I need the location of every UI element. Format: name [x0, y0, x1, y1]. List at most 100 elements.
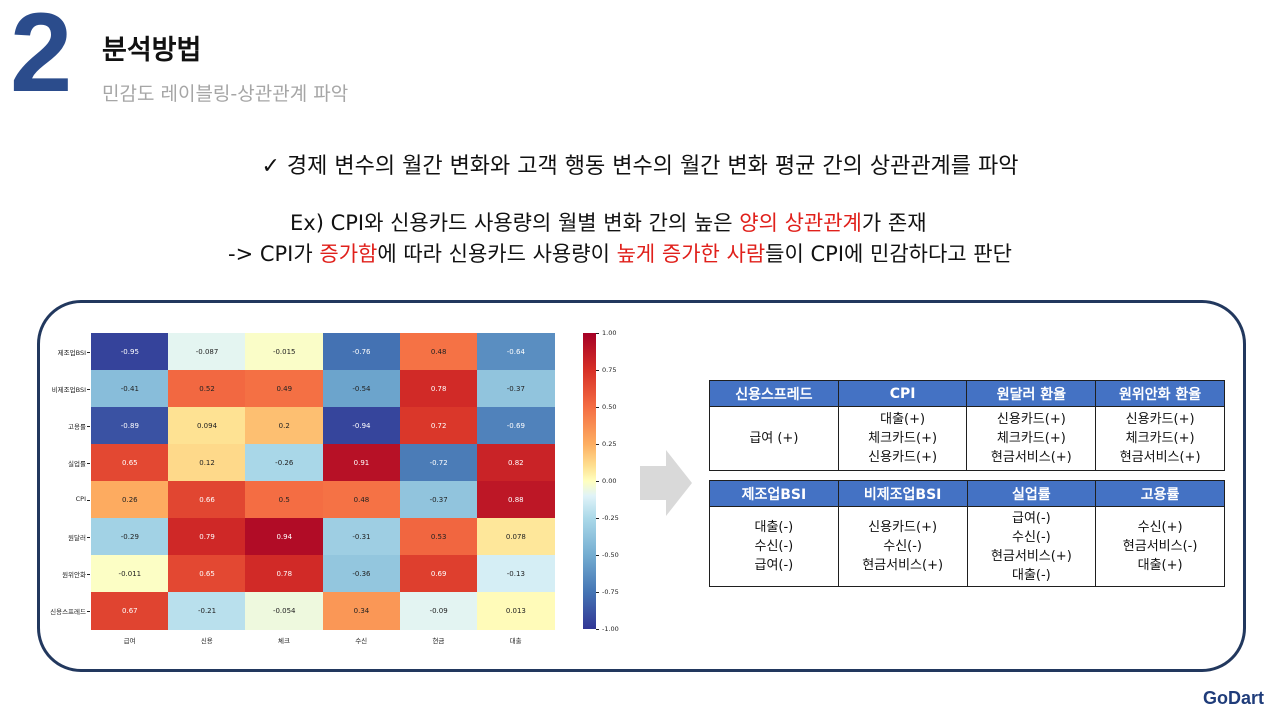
cell-item: 체크카드(+) — [868, 431, 938, 446]
page-title: 분석방법 — [102, 35, 202, 66]
colorbar-tick — [596, 370, 599, 371]
cell-item: 체크카드(+) — [996, 431, 1066, 446]
cell-item: 대출(+) — [880, 412, 926, 427]
heatmap-row-tick — [87, 462, 90, 464]
heatmap-cell: 0.65 — [168, 555, 246, 593]
example1-highlight: 양의 상관관계 — [739, 211, 862, 235]
table1-cell: 급여 (+) — [709, 406, 839, 471]
heatmap-cell: -0.29 — [91, 518, 169, 556]
cell-item: 수신(-) — [1011, 529, 1051, 545]
brand-logo: GoDart — [1202, 688, 1264, 708]
cell-item: 급여(-) — [1011, 510, 1051, 526]
heatmap-cell: -0.087 — [168, 333, 246, 371]
example-line-1: Ex) CPI와 신용카드 사용량의 월별 변화 간의 높은 양의 상관관계가 … — [290, 207, 927, 237]
heatmap-cell: -0.76 — [322, 333, 401, 371]
heatmap-column-label: 현금 — [432, 637, 445, 645]
table1-header-row: 신용스프레드 CPI 원달러 환율 원위안화 환율 — [709, 380, 1225, 407]
heatmap-row-tick — [87, 388, 90, 390]
example2-highlight-1: 증가함 — [319, 242, 378, 266]
table1-header: CPI — [837, 380, 968, 407]
cell-item: 현금서비스(-) — [1122, 539, 1198, 554]
table2-body-row: 대출(-) 수신(-) 급여(-) 신용카드(+) 수신(-) 현금서비스(+)… — [709, 506, 1225, 587]
table2-header: 제조업BSI — [709, 480, 839, 507]
colorbar-tick-label: 0.25 — [602, 440, 617, 448]
heatmap-column-label: 수신 — [355, 637, 368, 645]
heatmap-row-label: 제조업BSI — [57, 348, 86, 357]
example2-highlight-2: 높게 증가한 사람 — [616, 242, 766, 266]
heatmap-column-label: 급여 — [123, 637, 136, 645]
heatmap-row-label: 고용률 — [68, 422, 86, 431]
heatmap-cell: -0.41 — [91, 370, 169, 408]
example2-text-1: -> CPI가 — [228, 242, 320, 266]
heatmap-cell: 0.67 — [91, 592, 169, 630]
heatmap-cell: 0.26 — [91, 481, 169, 519]
section-number: 2 — [10, 0, 73, 115]
example2-text-3: 들이 CPI에 민감하다고 판단 — [765, 242, 1012, 266]
heatmap-row-tick — [87, 536, 90, 538]
heatmap-row-label: 비제조업BSI — [51, 385, 86, 394]
colorbar-tick-label: 0.00 — [602, 477, 617, 485]
sensitivity-table-1: 신용스프레드 CPI 원달러 환율 원위안화 환율 급여 (+) 대출(+) 체… — [709, 380, 1225, 471]
table1-header: 원달러 환율 — [966, 380, 1097, 407]
heatmap-row-tick — [87, 499, 90, 501]
table1-body-row: 급여 (+) 대출(+) 체크카드(+) 신용카드(+) 신용카드(+) 체크카… — [709, 406, 1225, 471]
colorbar — [583, 333, 596, 629]
heatmap-cell: -0.011 — [91, 555, 169, 593]
table1-cell: 신용카드(+) 체크카드(+) 현금서비스(+) — [966, 406, 1097, 471]
heatmap-cell: -0.94 — [322, 407, 401, 445]
cell-item: 현금서비스(+) — [862, 558, 944, 573]
colorbar-tick — [596, 629, 599, 630]
cell-item: 현금서비스(+) — [990, 548, 1072, 564]
heatmap-cell: -0.015 — [245, 333, 324, 371]
colorbar-tick — [596, 592, 599, 593]
heatmap-column-label: 신용 — [200, 637, 213, 645]
table1-cell: 대출(+) 체크카드(+) 신용카드(+) — [837, 406, 968, 471]
heatmap-cell: 0.52 — [168, 370, 246, 408]
heatmap-row-label: CPI — [75, 494, 86, 503]
cell-item: 급여(-) — [754, 558, 794, 573]
heatmap-cell: 0.48 — [322, 481, 401, 519]
page-subtitle: 민감도 레이블링-상관관계 파악 — [102, 83, 349, 105]
heatmap-cell: 0.88 — [477, 481, 555, 519]
colorbar-tick-label: 1.00 — [602, 329, 617, 337]
heatmap-cell: -0.95 — [91, 333, 169, 371]
colorbar-tick — [596, 555, 599, 556]
colorbar-tick — [596, 407, 599, 408]
heatmap-row-tick — [87, 425, 90, 427]
cell-item: 신용카드(+) — [1125, 412, 1195, 427]
heatmap-cell: 0.66 — [168, 481, 246, 519]
heatmap-cell: 0.013 — [477, 592, 555, 630]
cell-item: 대출(+) — [1137, 558, 1183, 573]
table2-header: 고용률 — [1095, 480, 1225, 507]
heatmap-cell: 0.2 — [245, 407, 324, 445]
table1-header: 원위안화 환율 — [1095, 380, 1225, 407]
table2-cell: 신용카드(+) 수신(-) 현금서비스(+) — [837, 506, 968, 587]
heatmap-cell: 0.78 — [245, 555, 324, 593]
heatmap-row-label: 원달러 — [68, 533, 86, 542]
heatmap-cell: -0.89 — [91, 407, 169, 445]
colorbar-tick-label: 0.75 — [602, 366, 617, 374]
heatmap-row-tick — [87, 351, 90, 353]
heatmap-cell: -0.09 — [399, 592, 478, 630]
colorbar-tick-label: -0.75 — [602, 588, 619, 596]
cell-item: 체크카드(+) — [1125, 431, 1195, 446]
heatmap-cell: -0.31 — [322, 518, 401, 556]
cell-item: 대출(-) — [754, 520, 794, 535]
cell-item: 현금서비스(+) — [990, 450, 1072, 465]
heatmap-cell: -0.72 — [399, 444, 478, 482]
colorbar-tick — [596, 444, 599, 445]
heatmap-cell: -0.37 — [477, 370, 555, 408]
heatmap-cell: -0.69 — [477, 407, 555, 445]
heatmap-cell: 0.79 — [168, 518, 246, 556]
table2-header-row: 제조업BSI 비제조업BSI 실업률 고용률 — [709, 480, 1225, 507]
heatmap-cell: -0.36 — [322, 555, 401, 593]
cell-item: 수신(+) — [1137, 520, 1183, 535]
heatmap-cell: 0.49 — [245, 370, 324, 408]
heatmap-cell: 0.078 — [477, 518, 555, 556]
cell-item: 대출(-) — [1011, 567, 1051, 583]
heatmap-cell: -0.26 — [245, 444, 324, 482]
heatmap-cell: -0.054 — [245, 592, 324, 630]
colorbar-tick — [596, 333, 599, 334]
heatmap-cell: 0.65 — [91, 444, 169, 482]
example1-text-pre: Ex) CPI와 신용카드 사용량의 월별 변화 간의 높은 — [290, 211, 740, 235]
